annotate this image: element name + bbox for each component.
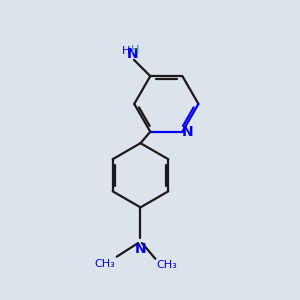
Text: CH₃: CH₃	[156, 260, 177, 270]
Text: H: H	[131, 45, 140, 55]
Text: N: N	[135, 242, 146, 256]
Text: N: N	[182, 125, 194, 139]
Text: CH₃: CH₃	[94, 259, 115, 269]
Text: N: N	[127, 47, 138, 61]
Text: H: H	[122, 46, 131, 56]
